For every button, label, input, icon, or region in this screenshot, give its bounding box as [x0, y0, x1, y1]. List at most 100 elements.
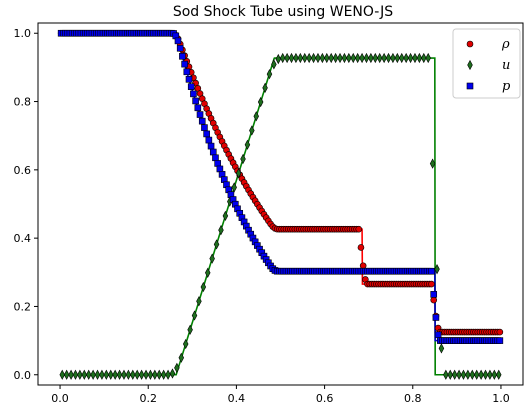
series-marker-u — [438, 343, 445, 354]
x-tick-label: 1.0 — [492, 392, 510, 405]
series-marker-p — [190, 90, 197, 98]
series-marker-p — [430, 291, 438, 298]
series-marker-u — [143, 369, 149, 380]
series-marker-rho — [496, 328, 504, 336]
series-marker-u — [443, 369, 449, 380]
series-marker-u — [85, 369, 92, 380]
series-marker-u — [160, 369, 167, 380]
series-marker-p — [205, 136, 213, 144]
series-marker-u — [196, 296, 202, 307]
series-marker-u — [381, 52, 387, 64]
legend-marker — [466, 82, 474, 90]
series-marker-u — [482, 369, 489, 380]
series-marker-u — [363, 52, 370, 64]
series-marker-u — [425, 52, 431, 64]
series-marker-p — [432, 314, 440, 321]
series-marker-u — [473, 369, 480, 380]
series-marker-u — [346, 52, 352, 64]
y-tick-label: 0.4 — [14, 232, 32, 245]
series-marker-p — [176, 44, 184, 52]
series-marker-u — [68, 369, 74, 380]
series-marker-u — [354, 52, 361, 64]
exact-solution-lines — [60, 32, 501, 376]
series-marker-u — [447, 369, 453, 380]
series-marker-u — [297, 52, 304, 64]
series-marker-u — [222, 210, 229, 222]
legend-label: ρ — [501, 37, 510, 52]
series-marker-u — [213, 239, 220, 250]
legend: ρup — [452, 28, 521, 99]
data-markers — [57, 29, 504, 380]
series-marker-u — [77, 369, 83, 380]
x-tick-label: 0.6 — [316, 392, 334, 405]
y-tick-label: 0.2 — [14, 300, 32, 313]
series-marker-u — [112, 369, 118, 380]
series-marker-u — [209, 253, 215, 264]
series-marker-u — [130, 369, 136, 380]
series-marker-p — [179, 52, 186, 60]
series-marker-p — [181, 60, 188, 68]
series-marker-p — [196, 111, 204, 118]
legend-label: u — [502, 58, 510, 73]
x-tick-label: 0.0 — [51, 392, 69, 405]
series-marker-u — [63, 369, 70, 380]
series-marker-p — [185, 76, 193, 83]
series-marker-u — [390, 52, 396, 64]
series-marker-u — [394, 52, 401, 64]
series-marker-u — [341, 52, 348, 64]
series-marker-u — [165, 369, 171, 380]
series-marker-u — [275, 53, 282, 65]
series-marker-p — [428, 267, 435, 275]
series-marker-u — [191, 310, 198, 321]
series-marker-u — [121, 369, 127, 380]
series-marker-p — [212, 154, 219, 162]
series-marker-u — [205, 267, 211, 278]
series-marker-u — [491, 369, 498, 380]
series-marker-u — [178, 352, 185, 363]
series-marker-p — [209, 148, 217, 156]
series-marker-rho — [355, 225, 363, 233]
series-marker-u — [368, 52, 374, 64]
series-marker-u — [81, 369, 88, 380]
series-marker-u — [421, 52, 427, 64]
series-marker-u — [147, 369, 154, 380]
series-marker-u — [385, 52, 392, 64]
series-marker-u — [324, 52, 330, 64]
chart-title: Sod Shock Tube using WENO-JS — [173, 4, 393, 20]
series-marker-u — [456, 369, 462, 380]
series-marker-rho — [430, 296, 438, 304]
series-marker-u — [103, 369, 110, 380]
series-marker-u — [182, 338, 189, 350]
series-marker-u — [266, 69, 273, 80]
series-marker-u — [235, 168, 242, 179]
series-marker-u — [434, 264, 440, 275]
series-marker-rho — [359, 262, 367, 270]
series-marker-u — [72, 369, 79, 380]
series-marker-u — [94, 369, 101, 380]
series-marker-u — [315, 52, 321, 64]
series-marker-u — [337, 52, 343, 64]
series-marker-u — [487, 369, 493, 380]
series-marker-u — [249, 125, 255, 136]
series-marker-u — [407, 52, 414, 64]
series-marker-p — [183, 68, 191, 76]
series-marker-u — [253, 111, 259, 122]
series-marker-u — [156, 369, 162, 380]
series-marker-u — [99, 369, 105, 380]
series-marker-u — [372, 52, 379, 64]
x-tick-label: 0.8 — [404, 392, 422, 405]
series-marker-p — [194, 104, 202, 112]
series-marker-u — [469, 369, 476, 380]
series-marker-p — [198, 117, 206, 125]
series-marker-u — [138, 369, 145, 380]
series-marker-u — [125, 369, 132, 380]
series-marker-u — [218, 224, 224, 236]
x-tick-label: 0.2 — [139, 392, 157, 405]
series-marker-p — [187, 83, 195, 90]
series-marker-u — [257, 96, 264, 108]
series-marker-u — [412, 52, 418, 64]
y-tick-label: 0.8 — [14, 96, 32, 109]
y-tick-label: 1.0 — [14, 27, 32, 40]
plot-frame — [37, 22, 524, 386]
